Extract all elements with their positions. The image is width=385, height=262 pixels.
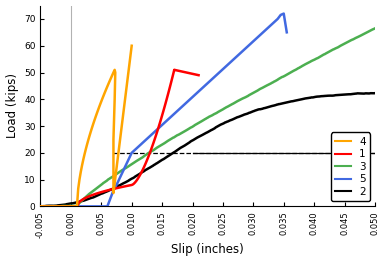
3 xyxy=(282,74,287,78)
4 xyxy=(38,205,43,208)
3 xyxy=(79,199,84,203)
2 xyxy=(373,92,377,95)
5 xyxy=(72,205,76,208)
2 xyxy=(148,166,152,169)
4 xyxy=(116,156,120,159)
Legend: 4, 1, 3, 5, 2: 4, 1, 3, 5, 2 xyxy=(331,133,370,201)
5 xyxy=(155,128,160,131)
1 xyxy=(162,106,167,109)
1 xyxy=(88,194,92,198)
5 xyxy=(240,50,245,53)
5 xyxy=(127,156,132,160)
5 xyxy=(38,205,43,208)
Line: 4: 4 xyxy=(40,46,132,206)
5 xyxy=(95,205,100,208)
1 xyxy=(38,205,43,208)
2 xyxy=(171,151,176,154)
1 xyxy=(54,205,59,208)
4 xyxy=(111,71,116,74)
1 xyxy=(196,74,201,77)
2 xyxy=(39,205,44,208)
5 xyxy=(105,205,110,208)
Y-axis label: Load (kips): Load (kips) xyxy=(5,73,18,139)
2 xyxy=(79,200,84,203)
3 xyxy=(280,75,285,78)
4 xyxy=(59,205,63,208)
2 xyxy=(249,110,254,113)
4 xyxy=(79,171,83,174)
3 xyxy=(56,205,60,208)
4 xyxy=(94,115,98,118)
1 xyxy=(156,128,160,131)
5 xyxy=(285,31,289,34)
Line: 2: 2 xyxy=(40,93,375,206)
Line: 3: 3 xyxy=(40,28,375,206)
3 xyxy=(148,150,152,154)
1 xyxy=(172,68,177,72)
4 xyxy=(104,88,108,91)
2 xyxy=(280,102,285,105)
1 xyxy=(158,121,162,124)
1 xyxy=(161,110,166,113)
Line: 1: 1 xyxy=(40,70,199,206)
3 xyxy=(249,92,254,95)
4 xyxy=(129,44,134,47)
3 xyxy=(171,136,176,139)
3 xyxy=(38,205,43,208)
Line: 5: 5 xyxy=(40,14,287,206)
X-axis label: Slip (inches): Slip (inches) xyxy=(171,243,244,256)
3 xyxy=(373,27,377,30)
2 xyxy=(282,101,287,105)
2 xyxy=(38,205,43,208)
5 xyxy=(281,12,286,15)
